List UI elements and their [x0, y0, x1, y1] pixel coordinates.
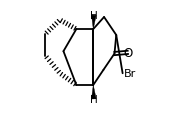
Polygon shape [91, 16, 96, 30]
Text: H: H [90, 94, 98, 104]
Text: H: H [90, 11, 98, 21]
Text: Br: Br [124, 69, 136, 79]
Text: O: O [123, 46, 133, 59]
Polygon shape [91, 85, 96, 99]
